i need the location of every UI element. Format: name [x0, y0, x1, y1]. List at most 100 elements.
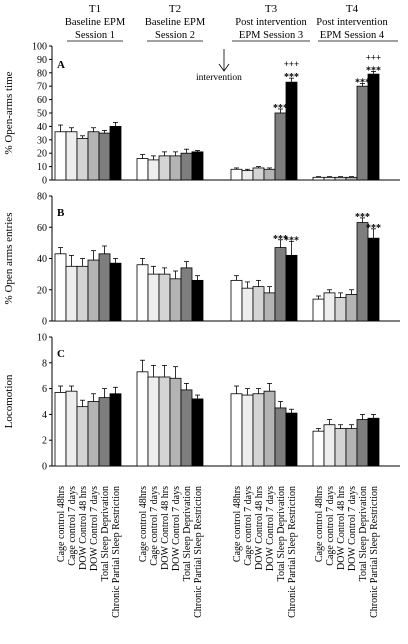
y-tick-label: 20	[37, 149, 47, 160]
bar	[158, 155, 171, 181]
group-subtitle-line2-t3: EPM Session 3	[239, 30, 303, 41]
group-subtitle-line2-t1: Session 1	[75, 30, 115, 41]
bar	[76, 138, 89, 181]
bar	[230, 393, 243, 467]
intervention-label: intervention	[196, 73, 242, 83]
x-category-label: Total Sleep Deprivation	[100, 486, 111, 581]
bar	[158, 376, 171, 467]
bar	[180, 389, 193, 467]
bar	[345, 294, 358, 322]
bar	[109, 393, 122, 467]
y-tick-label: 0	[42, 317, 47, 328]
bar	[65, 265, 78, 322]
bar	[98, 397, 111, 467]
bar	[65, 131, 78, 181]
bar	[345, 428, 358, 467]
y-tick-label: 60	[37, 95, 47, 106]
bar	[274, 247, 287, 322]
bar	[87, 131, 100, 181]
x-category-label: Cage control 48hrs	[138, 486, 149, 562]
bar	[323, 424, 336, 467]
bar	[191, 279, 204, 322]
group-subtitle-line1-t1: Baseline EPM	[65, 17, 126, 28]
bar	[54, 131, 67, 181]
bar	[241, 287, 254, 322]
bar	[98, 132, 111, 181]
y-tick-label: 80	[37, 68, 47, 79]
y-tick-label: 60	[37, 223, 47, 234]
intervention-arrow-icon	[218, 63, 230, 72]
x-category-label: DOW Control 48 hrs	[336, 486, 347, 570]
bar	[76, 406, 89, 467]
group-subtitle-line1-t3: Post intervention	[235, 17, 307, 28]
bar	[76, 265, 89, 322]
bar	[356, 419, 369, 467]
bar	[241, 170, 254, 181]
significance-plus: +++	[366, 52, 381, 62]
x-category-label: Cage control 7 days	[325, 486, 336, 566]
group-title-t2: T2	[169, 3, 181, 15]
bar	[323, 176, 336, 181]
y-tick-label: 20	[37, 285, 47, 296]
x-category-label: Cage control 7 days	[149, 486, 160, 566]
bar	[180, 267, 193, 322]
y-tick-label: 70	[37, 82, 47, 93]
group-subtitle-line2-t4: EPM Session 4	[320, 30, 385, 41]
x-category-label: Cage control 7 days	[243, 486, 254, 566]
bar	[109, 262, 122, 322]
bar	[147, 376, 160, 467]
y-axis-label: % Open-arms time	[3, 71, 15, 154]
bar	[323, 292, 336, 322]
y-tick-label: 10	[37, 333, 47, 344]
bar	[158, 273, 171, 322]
bar	[274, 112, 287, 181]
bar	[334, 297, 347, 322]
bar	[147, 159, 160, 181]
bar	[312, 298, 325, 322]
bar	[241, 394, 254, 467]
bar	[169, 377, 182, 467]
significance-stars: ***	[273, 103, 288, 114]
panel-letter: B	[57, 207, 65, 219]
group-headers: T1 Baseline EPM Session 1 T2 Baseline EPM Ses…	[65, 3, 398, 42]
bar	[274, 407, 287, 467]
y-tick-label: 100	[32, 42, 47, 53]
bar	[191, 398, 204, 467]
y-tick-label: 40	[37, 254, 47, 265]
bar	[252, 167, 265, 181]
y-tick-label: 6	[42, 384, 47, 395]
group-subtitle-line1-t4: Post intervention	[316, 17, 388, 28]
y-tick-label: 80	[37, 192, 47, 203]
bar	[312, 176, 325, 181]
bar	[54, 253, 67, 322]
bar	[367, 237, 380, 322]
bar	[367, 73, 380, 181]
bar	[169, 155, 182, 181]
bar	[252, 286, 265, 322]
bar	[285, 81, 298, 181]
bar	[285, 254, 298, 322]
bar	[334, 176, 347, 181]
y-axis-label: Locomotion	[3, 374, 15, 428]
bar	[147, 273, 160, 322]
y-tick-label: 30	[37, 135, 47, 146]
y-tick-label: 50	[37, 109, 47, 120]
group-title-t1: T1	[89, 3, 101, 15]
bar	[180, 152, 193, 181]
bar	[98, 253, 111, 322]
y-tick-label: 40	[37, 122, 47, 133]
bar	[109, 126, 122, 181]
significance-stars: ***	[284, 235, 299, 246]
panel-letter: A	[57, 59, 65, 71]
bar	[191, 151, 204, 181]
x-category-label: Cage control 48hrs	[56, 486, 67, 562]
y-tick-label: 4	[42, 410, 47, 421]
bar	[263, 168, 276, 181]
significance-plus: +++	[284, 59, 299, 69]
x-category-label: Chronic Partial Sleep Restriction	[111, 486, 122, 618]
significance-stars: ***	[366, 223, 381, 234]
bar	[230, 279, 243, 322]
